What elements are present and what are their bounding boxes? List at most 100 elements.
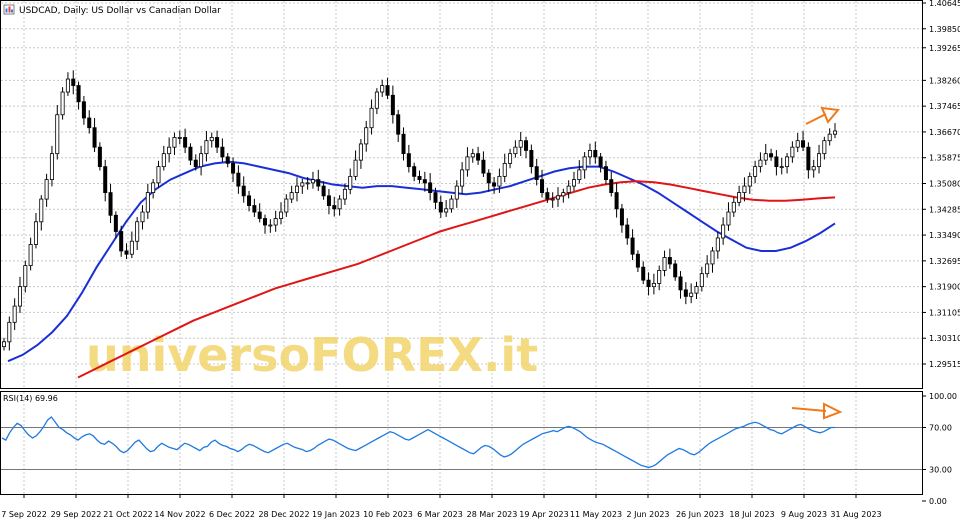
candle: [715, 232, 720, 259]
candle: [113, 211, 118, 239]
time-tick-label: 14 Nov 2022: [154, 510, 205, 519]
candle-bear: [673, 263, 678, 278]
candle: [518, 131, 523, 156]
candle: [742, 177, 747, 202]
candle-bull: [571, 179, 576, 187]
candle-bear: [236, 172, 241, 187]
candle-bull: [145, 192, 150, 213]
candle-bull: [460, 169, 465, 187]
candle-bull: [140, 211, 145, 223]
candle-bear: [428, 182, 433, 193]
candle: [332, 196, 337, 217]
candle: [806, 142, 811, 179]
time-tick-label: 21 Oct 2022: [103, 510, 152, 519]
candle: [699, 266, 704, 292]
price-trend-arrow-shaft: [805, 113, 827, 125]
candle: [236, 165, 241, 194]
candle-bear: [252, 205, 257, 213]
candle-bear: [417, 175, 422, 181]
candle: [811, 159, 816, 178]
candle-bear: [412, 166, 417, 177]
candle-bull: [172, 137, 177, 148]
candle-bull: [204, 140, 209, 155]
candle-bull: [151, 182, 156, 193]
candle: [657, 265, 662, 291]
time-tick-label: 2 Jun 2023: [626, 510, 669, 519]
candle: [721, 217, 726, 245]
candle: [593, 141, 598, 164]
time-tick-label: 6 Dec 2022: [209, 510, 255, 519]
candle-bear: [476, 153, 481, 161]
candle: [172, 132, 177, 155]
rsi-label: RSI(14) 69.96: [3, 394, 58, 403]
candle-bull: [60, 91, 65, 116]
candle: [92, 117, 97, 153]
candle: [497, 168, 502, 193]
candle-bear: [326, 195, 331, 206]
candle-bear: [247, 195, 252, 206]
rsi-line: [1, 416, 835, 469]
rsi-tick-label: 100.00: [929, 392, 957, 401]
candle-bear: [97, 146, 102, 168]
candle-bear: [667, 257, 672, 265]
candle-bull: [753, 166, 758, 177]
candle: [635, 250, 640, 273]
candle-bull: [177, 137, 182, 139]
candle-bull: [737, 192, 742, 203]
candle: [428, 173, 433, 201]
candle-bear: [481, 159, 486, 174]
candle-bull: [779, 166, 784, 169]
candle-bull: [209, 137, 214, 142]
watermark: universoFOREX.it: [86, 328, 538, 382]
candle: [7, 316, 12, 351]
candle: [76, 81, 81, 110]
candle: [422, 171, 427, 192]
candle-bear: [76, 85, 81, 103]
chart-title-text: USDCAD, Daily: US Dollar vs Canadian Dol…: [19, 6, 221, 16]
candle-bull: [289, 192, 294, 200]
rsi-tick-label: 70.00: [929, 424, 952, 433]
price-tick-label: 1.29515: [929, 360, 960, 369]
rsi-trend-arrow-shaft: [791, 407, 827, 412]
time-tick-label: 28 Dec 2022: [258, 510, 309, 519]
candle: [273, 210, 278, 232]
candle: [817, 144, 822, 174]
candle: [465, 147, 470, 177]
chart-window-icon-bar: [5, 8, 8, 13]
candle-bull: [795, 140, 800, 148]
candle: [129, 231, 134, 259]
candle: [502, 153, 507, 183]
candle-bull: [353, 159, 358, 177]
time-tick-label: 10 Feb 2023: [363, 510, 413, 519]
candle: [726, 202, 731, 231]
candle-bear: [231, 162, 236, 174]
candle: [305, 177, 310, 190]
candle: [161, 145, 166, 171]
candle-bear: [316, 179, 321, 187]
candle-bear: [769, 153, 774, 158]
candle: [769, 148, 774, 161]
candle-bull: [12, 305, 17, 323]
candle-bull: [465, 156, 470, 171]
candle: [300, 178, 305, 194]
candle: [577, 160, 582, 184]
candle-bull: [747, 175, 752, 187]
candle-bear: [774, 156, 779, 168]
candle: [481, 151, 486, 178]
candle-bull: [28, 244, 33, 266]
price-tick-label: 1.33490: [929, 231, 960, 240]
candle-bear: [635, 253, 640, 268]
candle-bear: [646, 279, 651, 288]
candle: [358, 139, 363, 169]
grid: [1, 1, 922, 494]
candle: [135, 216, 140, 250]
candle: [758, 152, 763, 173]
candle-bull: [470, 153, 475, 158]
candle: [774, 150, 779, 176]
candle: [801, 130, 806, 152]
candle: [247, 190, 252, 212]
candle: [396, 109, 401, 142]
candle: [614, 182, 619, 218]
chart-window-icon-bar: [11, 9, 13, 13]
candle: [81, 95, 86, 125]
